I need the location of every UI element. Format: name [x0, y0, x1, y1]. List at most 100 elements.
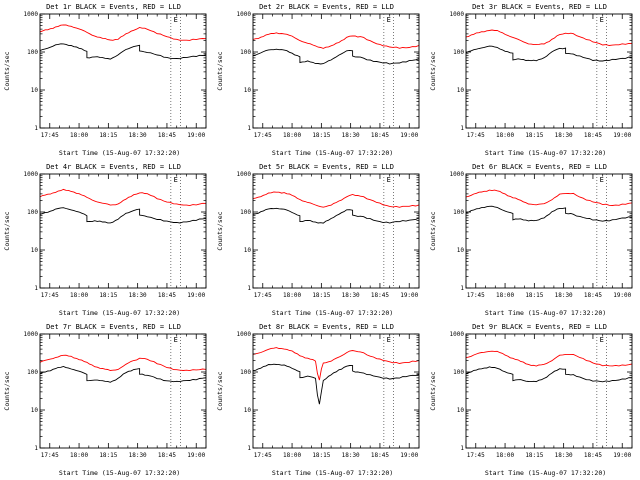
panel-det-5r: Det 5r BLACK = Events, RED = LLD Counts/… [213, 160, 426, 320]
y-tick-label: 10 [457, 87, 465, 94]
plot-area: E 17:45 18:00 18:15 18:30 18:45 19:00 1 10 100 100… [450, 11, 633, 139]
plot-area: E 17:45 18:00 18:15 18:30 18:45 19:00 1 10 100 100… [450, 171, 633, 299]
x-axis-label: Start Time (15-Aug-07 17:32:20) [271, 469, 394, 477]
x-tick-label: 18:15 [525, 132, 543, 139]
plot-area: E 17:45 18:00 18:15 18:30 18:45 19:00 1 10 100 100… [237, 171, 420, 299]
x-axis-label: Start Time (15-Aug-07 17:32:20) [271, 309, 394, 317]
event-marker-label: E [600, 16, 604, 24]
event-marker-label: E [387, 336, 391, 344]
x-tick-label: 18:00 [496, 292, 514, 299]
event-marker-label: E [600, 176, 604, 184]
x-tick-label: 18:15 [525, 292, 543, 299]
panel-det-9r: Det 9r BLACK = Events, RED = LLD Counts/… [426, 320, 639, 480]
x-tick-label: 18:45 [158, 452, 176, 459]
panel-title: Det 4r BLACK = Events, RED = LLD [46, 163, 181, 171]
events-series [39, 207, 207, 224]
x-tick-label: 18:00 [70, 132, 88, 139]
x-tick-label: 18:30 [129, 292, 147, 299]
y-tick-label: 1000 [24, 331, 39, 338]
x-axis-label: Start Time (15-Aug-07 17:32:20) [484, 149, 607, 157]
x-tick-label: 17:45 [41, 292, 59, 299]
y-tick-label: 1 [34, 445, 38, 452]
y-tick-label: 1 [460, 125, 464, 132]
x-tick-label: 17:45 [467, 292, 485, 299]
events-series [39, 43, 207, 60]
x-tick-label: 18:30 [342, 452, 360, 459]
panel-det-1r: Det 1r BLACK = Events, RED = LLD Counts/… [0, 0, 213, 160]
x-tick-label: 17:45 [41, 452, 59, 459]
event-marker-label: E [387, 176, 391, 184]
y-tick-label: 1 [34, 125, 38, 132]
events-series [252, 363, 420, 405]
x-tick-label: 18:15 [99, 132, 117, 139]
panel-det-4r: Det 4r BLACK = Events, RED = LLD Counts/… [0, 160, 213, 320]
y-tick-label: 10 [31, 247, 39, 254]
y-tick-label: 1000 [24, 11, 39, 18]
x-tick-label: 19:00 [187, 452, 205, 459]
y-tick-label: 1000 [237, 171, 252, 178]
x-tick-label: 18:30 [555, 132, 573, 139]
x-tick-label: 18:00 [496, 452, 514, 459]
y-tick-label: 10 [31, 407, 39, 414]
events-series [465, 205, 633, 222]
x-tick-label: 17:45 [254, 292, 272, 299]
x-tick-label: 19:00 [187, 292, 205, 299]
x-tick-label: 19:00 [400, 292, 418, 299]
y-tick-label: 1 [34, 285, 38, 292]
panel-title: Det 8r BLACK = Events, RED = LLD [259, 323, 394, 331]
x-tick-label: 18:00 [283, 452, 301, 459]
panel-title: Det 7r BLACK = Events, RED = LLD [46, 323, 181, 331]
plot-area: E 17:45 18:00 18:15 18:30 18:45 19:00 1 10 100 100… [237, 11, 420, 139]
lld-series [39, 24, 207, 41]
y-tick-label: 100 [240, 49, 251, 56]
plot-frame [252, 333, 420, 449]
events-series [39, 366, 207, 383]
plot-area: E 17:45 18:00 18:15 18:30 18:45 19:00 1 10 100 100… [237, 331, 420, 459]
events-series [465, 45, 633, 62]
y-tick-label: 1 [460, 285, 464, 292]
y-tick-label: 1000 [450, 171, 465, 178]
plot-frame [39, 173, 207, 289]
x-tick-label: 18:30 [555, 452, 573, 459]
x-tick-label: 18:30 [129, 132, 147, 139]
x-tick-label: 18:45 [584, 292, 602, 299]
y-tick-label: 10 [31, 87, 39, 94]
x-tick-label: 17:45 [254, 132, 272, 139]
lld-series [252, 32, 420, 49]
x-tick-label: 18:30 [555, 292, 573, 299]
x-tick-label: 18:15 [99, 452, 117, 459]
panel-det-6r: Det 6r BLACK = Events, RED = LLD Counts/… [426, 160, 639, 320]
y-tick-label: 1000 [450, 11, 465, 18]
lld-series [252, 347, 420, 381]
y-tick-label: 1000 [450, 331, 465, 338]
y-tick-label: 1000 [24, 171, 39, 178]
x-axis-label: Start Time (15-Aug-07 17:32:20) [58, 469, 181, 477]
x-tick-label: 17:45 [467, 452, 485, 459]
y-tick-label: 100 [240, 369, 251, 376]
panel-title: Det 3r BLACK = Events, RED = LLD [472, 3, 607, 11]
panel-det-8r: Det 8r BLACK = Events, RED = LLD Counts/… [213, 320, 426, 480]
panel-title: Det 2r BLACK = Events, RED = LLD [259, 3, 394, 11]
y-tick-label: 10 [244, 87, 252, 94]
x-tick-label: 18:00 [496, 132, 514, 139]
x-tick-label: 17:45 [41, 132, 59, 139]
y-tick-label: 10 [244, 247, 252, 254]
x-tick-label: 18:45 [584, 452, 602, 459]
x-tick-label: 17:45 [467, 132, 485, 139]
x-tick-label: 18:15 [99, 292, 117, 299]
events-series [465, 366, 633, 383]
y-tick-label: 10 [457, 407, 465, 414]
x-tick-label: 17:45 [254, 452, 272, 459]
panel-det-3r: Det 3r BLACK = Events, RED = LLD Counts/… [426, 0, 639, 160]
x-tick-label: 18:15 [312, 292, 330, 299]
x-tick-label: 19:00 [613, 292, 631, 299]
x-tick-label: 18:45 [371, 452, 389, 459]
x-tick-label: 18:30 [342, 292, 360, 299]
y-tick-label: 1000 [237, 11, 252, 18]
y-tick-label: 1 [247, 445, 251, 452]
x-axis-label: Start Time (15-Aug-07 17:32:20) [484, 309, 607, 317]
x-tick-label: 19:00 [613, 132, 631, 139]
event-marker-label: E [174, 336, 178, 344]
plot-area: E 17:45 18:00 18:15 18:30 18:45 19:00 1 10 100 100… [24, 171, 207, 299]
plot-area: E 17:45 18:00 18:15 18:30 18:45 19:00 1 10 100 100… [450, 331, 633, 459]
